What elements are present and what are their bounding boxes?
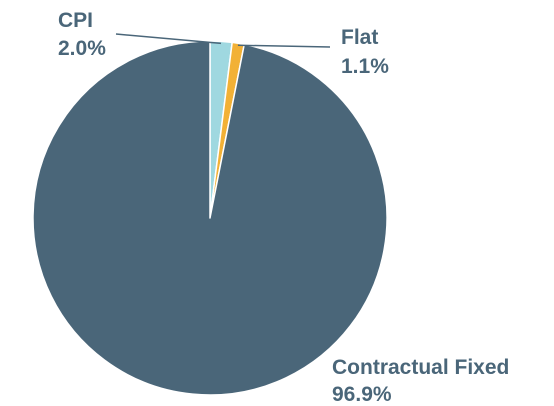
leader-lines xyxy=(115,33,331,48)
pie-slices xyxy=(32,40,388,396)
leader-line-flat xyxy=(237,44,331,48)
slice-label-flat: Flat xyxy=(341,26,378,49)
slice-label-cpi: CPI xyxy=(58,9,93,32)
slice-label-contractual-fixed: Contractual Fixed xyxy=(332,356,509,379)
slice-value-cpi: 2.0% xyxy=(58,37,106,60)
leader-line-cpi xyxy=(115,33,222,45)
pie-slice-contractual-fixed xyxy=(32,40,388,396)
slice-value-contractual-fixed: 96.9% xyxy=(332,383,392,406)
slice-value-flat: 1.1% xyxy=(341,55,389,78)
